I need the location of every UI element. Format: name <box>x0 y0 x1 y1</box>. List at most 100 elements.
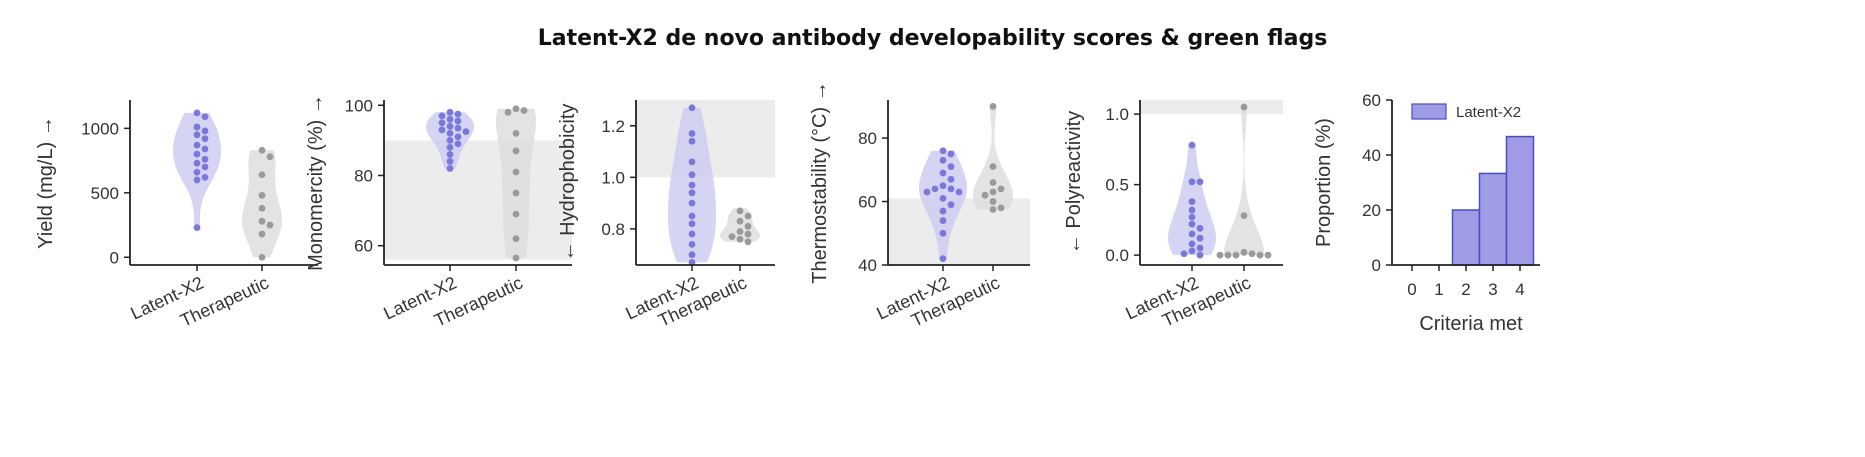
bar-criteria-3 <box>1478 172 1508 266</box>
y-tick-label: 0.8 <box>601 220 625 239</box>
violin-latent-x2 <box>919 150 967 259</box>
legend-swatch <box>1411 103 1447 120</box>
data-point-latent-x2 <box>1196 224 1204 232</box>
violin-therapeutic <box>242 150 282 258</box>
data-point-latent-x2 <box>688 189 696 197</box>
data-point-latent-x2 <box>1188 240 1196 248</box>
violin-therapeutic <box>496 108 536 258</box>
data-point-latent-x2 <box>454 124 462 132</box>
data-point-latent-x2 <box>688 104 696 112</box>
data-point-therapeutic <box>258 191 266 199</box>
data-point-latent-x2 <box>1196 251 1204 259</box>
data-point-therapeutic <box>512 189 520 197</box>
x-tick-label: 0 <box>1407 280 1416 299</box>
data-point-therapeutic <box>1240 248 1248 256</box>
data-point-therapeutic <box>258 253 266 261</box>
y-tick-label: 80 <box>858 129 877 148</box>
data-point-therapeutic <box>1216 251 1224 259</box>
y-tick-label: 100 <box>345 96 373 115</box>
data-point-therapeutic <box>744 230 752 238</box>
y-tick-label: 1.0 <box>601 168 625 187</box>
data-point-latent-x2 <box>947 163 955 171</box>
data-point-latent-x2 <box>1180 250 1188 258</box>
data-point-latent-x2 <box>1188 220 1196 228</box>
y-tick-label: 0 <box>1372 256 1381 275</box>
data-point-latent-x2 <box>446 158 454 165</box>
data-point-latent-x2 <box>454 110 462 118</box>
x-tick-label: 4 <box>1515 280 1524 299</box>
bar-criteria-2 <box>1451 209 1481 266</box>
violin-therapeutic <box>1224 107 1264 256</box>
x-tick-label: 3 <box>1488 280 1497 299</box>
data-point-latent-x2 <box>193 168 201 176</box>
data-point-latent-x2 <box>446 143 454 151</box>
data-point-therapeutic <box>1232 251 1240 259</box>
data-point-latent-x2 <box>939 217 947 224</box>
data-point-latent-x2 <box>688 158 696 166</box>
data-point-latent-x2 <box>1188 198 1196 205</box>
data-point-therapeutic <box>512 254 520 262</box>
y-tick-label: 1.0 <box>1105 105 1129 124</box>
data-point-latent-x2 <box>939 229 947 237</box>
y-axis-label: Thermostability (°C) → <box>809 81 831 283</box>
y-tick-label: 0 <box>110 248 119 267</box>
y-tick-label: 60 <box>858 193 877 212</box>
data-point-latent-x2 <box>1196 234 1204 242</box>
data-point-latent-x2 <box>1196 178 1204 186</box>
x-tick-label: 2 <box>1461 280 1470 299</box>
data-point-latent-x2 <box>201 127 209 135</box>
data-point-latent-x2 <box>939 156 947 164</box>
data-point-latent-x2 <box>688 240 696 248</box>
data-point-latent-x2 <box>1188 178 1196 186</box>
data-point-latent-x2 <box>923 188 931 196</box>
y-axis-label: Monomercity (%) → <box>305 94 327 271</box>
data-point-therapeutic <box>512 147 520 155</box>
x-axis-label: Criteria met <box>1419 313 1523 335</box>
data-point-therapeutic <box>744 212 752 220</box>
data-point-latent-x2 <box>939 169 947 177</box>
y-tick-label: 20 <box>1362 201 1381 220</box>
data-point-therapeutic <box>520 107 528 114</box>
y-tick-label: 1000 <box>81 119 119 138</box>
data-point-therapeutic <box>1224 251 1232 259</box>
data-point-latent-x2 <box>947 150 955 158</box>
data-point-latent-x2 <box>931 185 939 193</box>
data-point-therapeutic <box>258 230 266 238</box>
data-point-latent-x2 <box>947 201 955 209</box>
data-point-latent-x2 <box>939 255 947 263</box>
data-point-therapeutic <box>736 207 744 215</box>
data-point-latent-x2 <box>201 155 209 163</box>
data-point-latent-x2 <box>688 171 696 179</box>
y-tick-label: 500 <box>91 184 119 203</box>
data-point-therapeutic <box>736 228 744 235</box>
data-point-therapeutic <box>512 235 520 243</box>
data-point-therapeutic <box>258 217 266 225</box>
data-point-therapeutic <box>504 108 512 116</box>
data-point-latent-x2 <box>939 194 947 202</box>
green-flag-region <box>1140 100 1283 115</box>
data-point-latent-x2 <box>454 133 462 141</box>
data-point-latent-x2 <box>947 185 955 193</box>
y-axis-label: Yield (mg/L) → <box>35 116 57 249</box>
data-point-latent-x2 <box>193 224 201 232</box>
data-point-latent-x2 <box>688 212 696 220</box>
legend-label: Latent-X2 <box>1456 104 1521 121</box>
violin-therapeutic <box>973 106 1013 210</box>
data-point-latent-x2 <box>688 220 696 228</box>
data-point-latent-x2 <box>939 207 947 215</box>
bar-criteria-4 <box>1505 135 1535 266</box>
y-axis-label: ← Hydrophobicity <box>557 104 579 262</box>
data-point-therapeutic <box>258 171 266 179</box>
y-axis-label: Proportion (%) <box>1313 118 1335 247</box>
data-point-therapeutic <box>736 217 744 225</box>
data-point-latent-x2 <box>438 119 446 127</box>
data-point-latent-x2 <box>446 122 454 130</box>
data-point-latent-x2 <box>446 165 454 172</box>
data-point-latent-x2 <box>201 173 209 181</box>
data-point-therapeutic <box>728 233 736 241</box>
figure-title: Latent-X2 de novo antibody developabilit… <box>537 26 1328 51</box>
